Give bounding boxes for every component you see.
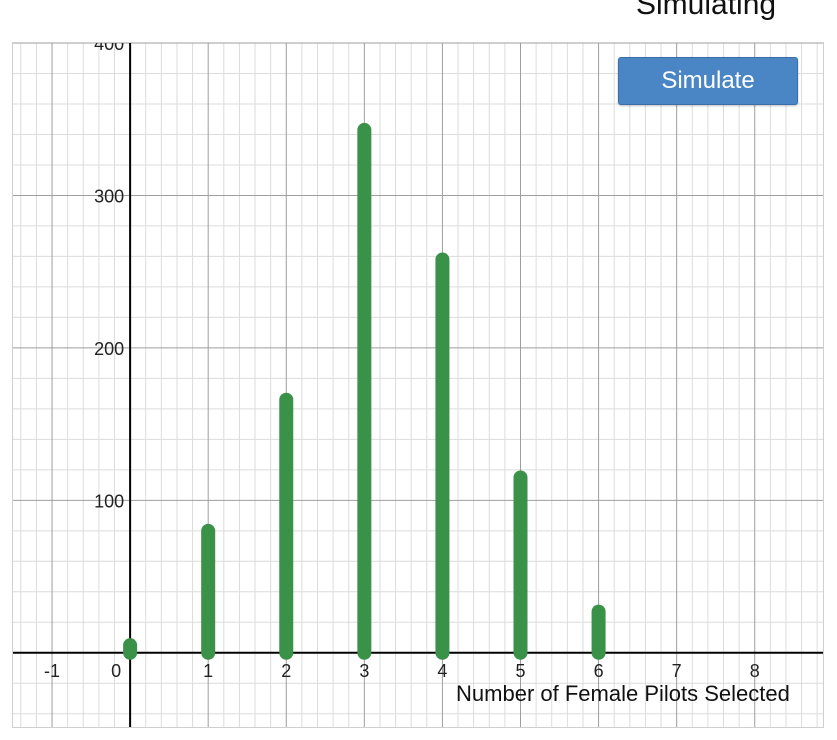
bars (123, 122, 606, 660)
axes (13, 43, 823, 727)
y-tick-label: 100 (94, 491, 124, 511)
y-tick-label: 400 (94, 43, 124, 54)
x-tick-label: 2 (281, 661, 291, 681)
y-tick-label: 300 (94, 186, 124, 206)
x-tick-label: -1 (44, 661, 60, 681)
x-tick-label: 0 (111, 661, 121, 681)
bar-chart: -1 0 1 2 3 4 5 6 7 8 100 200 300 400 Number of Femal… (13, 43, 823, 727)
minor-grid (13, 43, 823, 727)
major-grid (13, 43, 823, 727)
x-tick-label: 6 (594, 661, 604, 681)
x-tick-label: 4 (437, 661, 447, 681)
graph-panel[interactable]: -1 0 1 2 3 4 5 6 7 8 100 200 300 400 Number of Femal… (12, 42, 824, 728)
x-tick-label: 7 (672, 661, 682, 681)
x-tick-label: 5 (515, 661, 525, 681)
y-tick-label: 200 (94, 339, 124, 359)
simulate-button[interactable]: Simulate (618, 57, 798, 105)
y-tick-labels: 100 200 300 400 (94, 43, 124, 511)
x-tick-label: 3 (359, 661, 369, 681)
x-axis-title: Number of Female Pilots Selected (456, 681, 790, 706)
x-tick-label: 8 (750, 661, 760, 681)
x-tick-label: 1 (203, 661, 213, 681)
page-title: Simulating (636, 0, 777, 21)
x-tick-labels: -1 0 1 2 3 4 5 6 7 8 (44, 661, 760, 681)
